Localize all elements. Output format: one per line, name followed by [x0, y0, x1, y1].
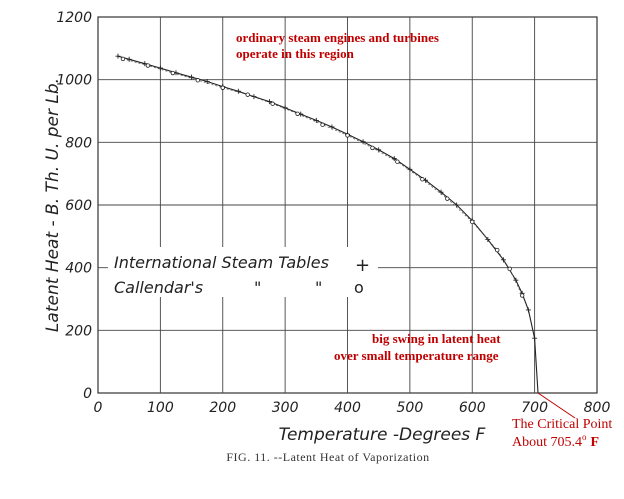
annotation-big-swing-line1: big swing in latent heat — [372, 331, 501, 346]
legend-label-callendar: Callendar's — [114, 278, 203, 297]
data-point-circle — [320, 122, 325, 127]
data-point-plus — [115, 53, 121, 59]
data-point-circle — [295, 111, 300, 116]
x-axis-title: Temperature -Degrees F — [279, 425, 486, 445]
y-axis-title: Latent Heat - B. Th. U. per Lb. — [43, 78, 63, 332]
y-tick-label: 200 — [65, 323, 92, 339]
data-point-circle — [470, 219, 475, 225]
data-point-circle — [495, 247, 500, 253]
data-point-circle — [220, 85, 225, 90]
data-point-circle — [170, 70, 176, 76]
x-tick-label: 0 — [94, 400, 103, 416]
annotation-big-swing-line2: over small temperature range — [334, 348, 499, 363]
y-tick-label: 1000 — [56, 73, 92, 89]
critical-point-degree: o — [582, 432, 587, 442]
y-tick-label: 800 — [65, 135, 92, 151]
x-tick-label: 400 — [334, 400, 361, 416]
data-point-circle — [370, 145, 375, 151]
legend-background — [108, 247, 378, 297]
data-point-plus — [189, 74, 195, 80]
data-point-circle — [195, 78, 200, 83]
data-point-circle — [345, 133, 350, 138]
annotation-operating-region-line2: operate in this region — [236, 46, 355, 61]
legend: International Steam Tables + Callendar's… — [108, 247, 378, 297]
legend-ditto-1: " — [254, 278, 261, 297]
x-tick-label: 200 — [209, 400, 236, 416]
data-point-plus — [235, 88, 241, 94]
data-point-plus — [126, 56, 132, 62]
data-point-circle — [270, 101, 275, 106]
data-point-plus — [525, 307, 531, 313]
data-point-plus — [407, 166, 413, 172]
y-ticks: 0 200 400 600 800 1000 1200 — [56, 10, 92, 402]
y-tick-label: 600 — [65, 198, 92, 214]
data-point-plus — [532, 335, 538, 341]
series-layer — [115, 53, 539, 394]
legend-label-international: International Steam Tables — [114, 253, 329, 272]
data-point-circle — [420, 177, 425, 182]
legend-marker-circle: o — [354, 278, 364, 297]
data-point-circle — [120, 56, 126, 62]
data-point-plus — [500, 257, 506, 263]
data-point-circle — [395, 159, 400, 164]
critical-point-value: About 705.4 — [512, 435, 582, 450]
data-point-circle — [245, 92, 250, 97]
critical-point-label-line1: The Critical Point — [512, 417, 612, 432]
series-line-callendar — [122, 58, 523, 296]
data-point-plus — [360, 139, 366, 145]
legend-ditto-2: " — [315, 278, 322, 297]
y-tick-label: 400 — [65, 261, 92, 277]
data-point-plus — [391, 156, 397, 162]
x-tick-label: 800 — [584, 400, 611, 416]
data-point-plus — [267, 99, 273, 105]
critical-point-leader-line — [537, 392, 576, 419]
x-ticks: 0 100 200 300 400 500 600 700 800 — [94, 400, 611, 416]
data-point-plus — [454, 202, 460, 208]
data-point-plus — [157, 65, 163, 71]
x-tick-label: 600 — [459, 400, 486, 416]
data-point-plus — [142, 61, 148, 67]
x-tick-label: 100 — [147, 400, 174, 416]
figure-caption: FIG. 11. --Latent Heat of Vaporization — [226, 450, 429, 464]
data-point-circle — [519, 293, 525, 298]
data-point-plus — [313, 117, 319, 123]
x-tick-label: 300 — [272, 400, 299, 416]
y-tick-label: 0 — [83, 386, 92, 402]
critical-point-label-line2: About 705.4o F — [512, 432, 599, 450]
data-point-circle — [507, 266, 512, 272]
legend-marker-plus: + — [355, 255, 370, 276]
critical-point-unit: F — [591, 435, 600, 450]
y-tick-label: 1200 — [56, 10, 92, 26]
x-tick-label: 700 — [521, 400, 548, 416]
annotation-operating-region-line1: ordinary steam engines and turbines — [236, 30, 439, 45]
data-point-plus — [204, 79, 210, 85]
data-point-circle — [445, 196, 450, 201]
data-point-circle — [145, 63, 151, 68]
data-point-plus — [282, 105, 288, 111]
x-tick-label: 500 — [397, 400, 424, 416]
